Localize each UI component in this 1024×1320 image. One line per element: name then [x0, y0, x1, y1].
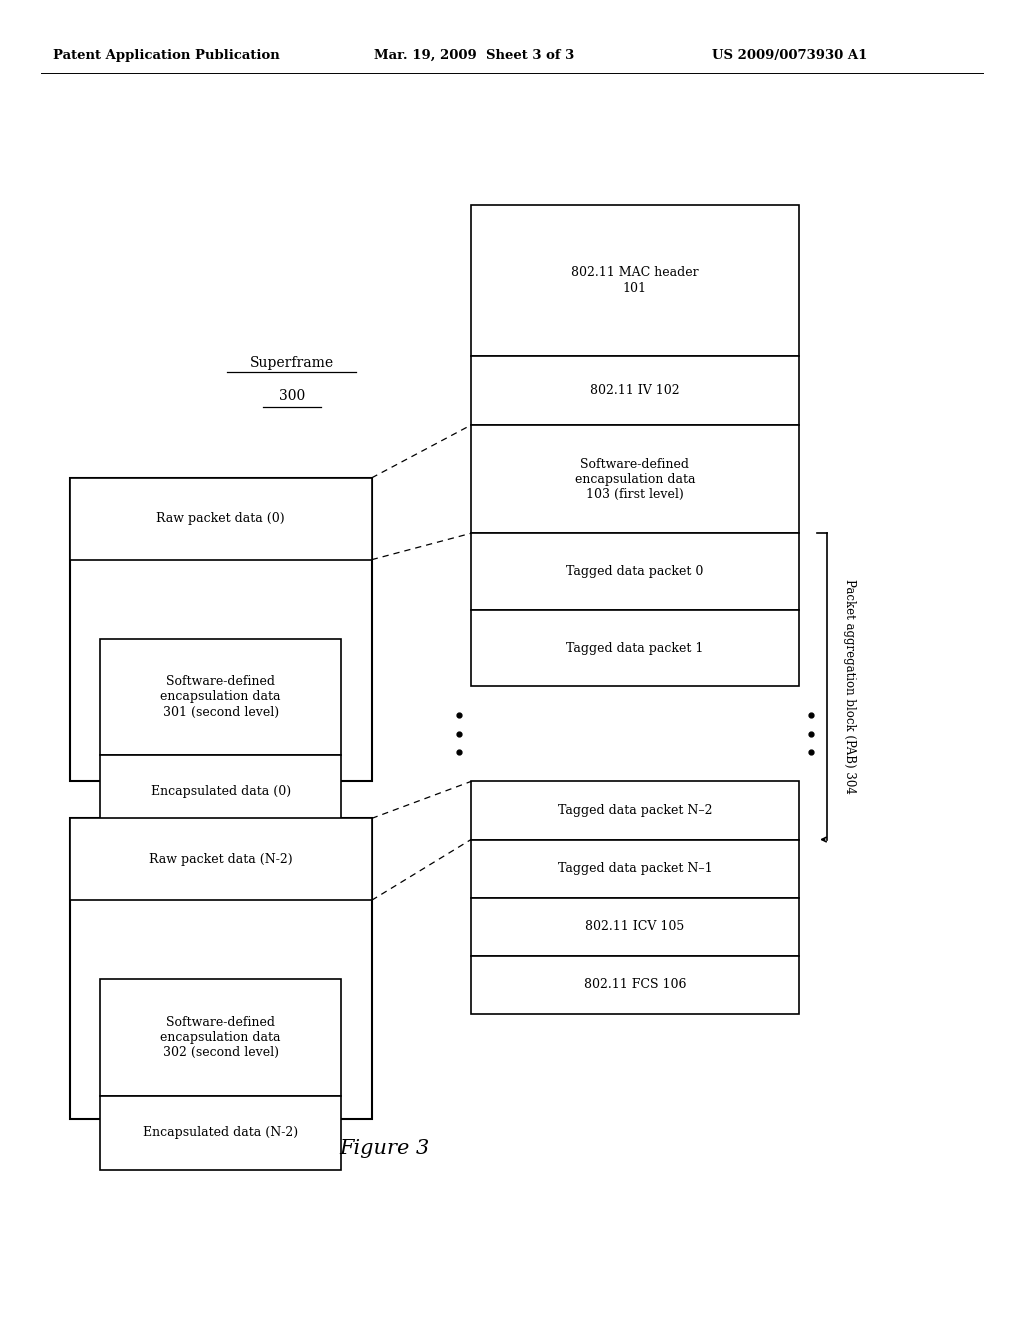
Text: Tagged data packet 1: Tagged data packet 1: [566, 642, 703, 655]
Text: Software-defined
encapsulation data
301 (second level): Software-defined encapsulation data 301 …: [161, 676, 281, 718]
Bar: [100, 1096, 341, 1170]
Bar: [70, 478, 372, 781]
Text: 802.11 FCS 106: 802.11 FCS 106: [584, 978, 686, 991]
Text: Raw packet data (N-2): Raw packet data (N-2): [148, 853, 293, 866]
Bar: [100, 979, 341, 1096]
Bar: [471, 840, 799, 898]
Text: 802.11 IV 102: 802.11 IV 102: [590, 384, 680, 397]
Bar: [471, 205, 799, 356]
Text: Software-defined
encapsulation data
103 (first level): Software-defined encapsulation data 103 …: [574, 458, 695, 500]
Bar: [100, 639, 341, 755]
Text: Tagged data packet N–2: Tagged data packet N–2: [558, 804, 712, 817]
Text: Packet aggregation block (PAB) 304: Packet aggregation block (PAB) 304: [844, 579, 856, 793]
Text: Superframe: Superframe: [250, 355, 334, 370]
Bar: [471, 610, 799, 686]
Bar: [70, 818, 372, 900]
Text: 300: 300: [279, 388, 305, 403]
Bar: [70, 818, 372, 1119]
Bar: [471, 781, 799, 840]
Text: 802.11 MAC header
101: 802.11 MAC header 101: [571, 267, 698, 294]
Text: Encapsulated data (N-2): Encapsulated data (N-2): [143, 1126, 298, 1139]
Bar: [471, 956, 799, 1014]
Text: Figure 3: Figure 3: [339, 1139, 429, 1158]
Bar: [100, 755, 341, 829]
Bar: [471, 356, 799, 425]
Text: Tagged data packet 0: Tagged data packet 0: [566, 565, 703, 578]
Bar: [471, 898, 799, 956]
Text: Software-defined
encapsulation data
302 (second level): Software-defined encapsulation data 302 …: [161, 1016, 281, 1059]
Text: Encapsulated data (0): Encapsulated data (0): [151, 785, 291, 799]
Bar: [70, 478, 372, 560]
Bar: [471, 425, 799, 533]
Text: US 2009/0073930 A1: US 2009/0073930 A1: [712, 49, 867, 62]
Text: Patent Application Publication: Patent Application Publication: [53, 49, 280, 62]
Text: Raw packet data (0): Raw packet data (0): [157, 512, 285, 525]
Bar: [471, 533, 799, 610]
Text: Tagged data packet N–1: Tagged data packet N–1: [557, 862, 713, 875]
Text: 802.11 ICV 105: 802.11 ICV 105: [586, 920, 684, 933]
Text: Mar. 19, 2009  Sheet 3 of 3: Mar. 19, 2009 Sheet 3 of 3: [374, 49, 574, 62]
